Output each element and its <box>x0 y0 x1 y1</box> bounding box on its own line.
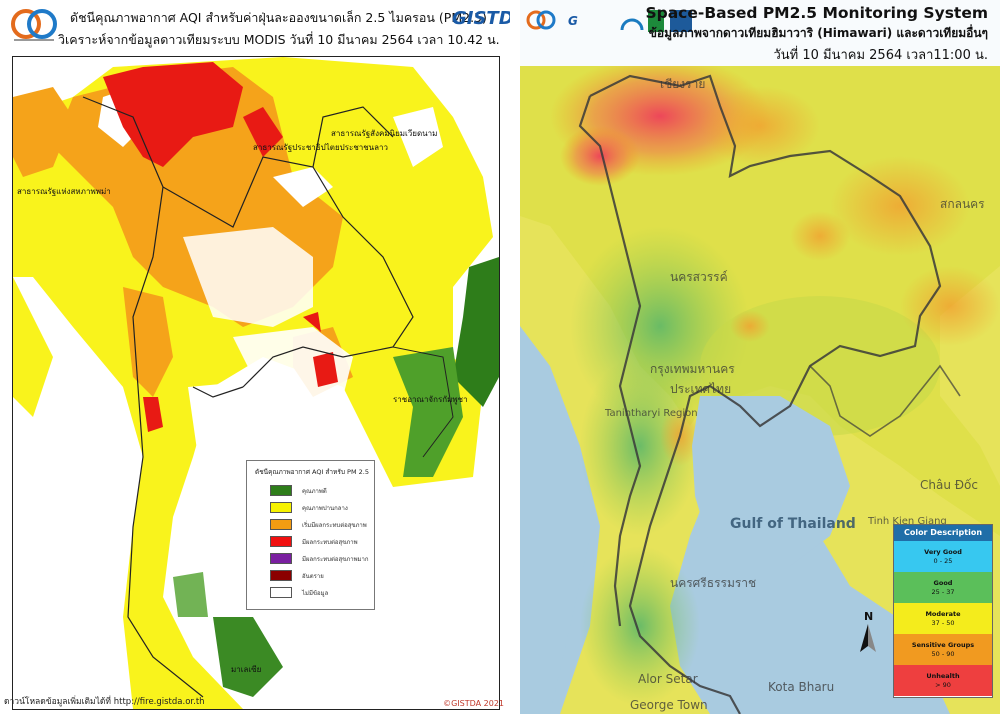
download-link-text: ดาวน์โหลดข้อมูลเพิ่มเติมได้ที่ http://fi… <box>4 697 205 707</box>
partner-logos-icon: G <box>526 10 692 32</box>
map-label-kotabharu: Kota Bharu <box>768 680 835 694</box>
map-label-malaysia: มาเลเซีย <box>231 665 262 674</box>
legend-item: มีผลกระทบต่อสุขภาพ <box>270 536 358 547</box>
legend-range: 50 - 90 <box>931 649 955 658</box>
legend-range: > 90 <box>935 680 951 689</box>
legend-title: ดัชนีคุณภาพอากาศ AQI สำหรับ PM 2.5 <box>255 468 369 476</box>
legend-label: คุณภาพดี <box>302 487 327 495</box>
legend-item: คุณภาพปานกลาง <box>270 502 348 513</box>
legend-item-unhealth: Unhealth > 90 <box>894 665 992 696</box>
legend-range: 0 - 25 <box>933 556 953 565</box>
left-title: ดัชนีคุณภาพอากาศ AQI สำหรับค่าฝุ่นละอองข… <box>70 10 487 25</box>
map-label-bangkok: กรุงเทพมหานคร <box>650 362 735 376</box>
panel-divider <box>510 0 520 714</box>
legend-swatch <box>270 485 292 496</box>
gistda-brand: GISTDA <box>452 8 510 29</box>
svg-text:G: G <box>568 14 578 28</box>
legend-label: Unhealth <box>926 671 960 680</box>
right-title: Space-Based PM2.5 Monitoring System <box>645 4 988 22</box>
map-label-nakhonsawan: นครสวรรค์ <box>670 270 728 284</box>
north-arrow-icon: N <box>860 610 876 652</box>
map-label-sakon: สกลนคร <box>940 197 985 211</box>
modis-map: สาธารณรัฐสังคมนิยมเวียดนาม สาธารณรัฐประช… <box>12 56 500 710</box>
himawari-pm25-map-panel: เชียงราย สกลนคร นครสวรรค์ กรุงเทพมหานคร … <box>520 0 1000 714</box>
map-label-chiangrai: เชียงราย <box>660 77 706 91</box>
legend-label: อันตราย <box>302 572 324 580</box>
legend-title: Color Description <box>894 525 992 541</box>
legend-item: อันตราย <box>270 570 324 581</box>
legend-label: ไม่มีข้อมูล <box>302 589 329 597</box>
legend-swatch <box>270 536 292 547</box>
legend-swatch <box>270 570 292 581</box>
legend-label: Moderate <box>925 609 961 618</box>
right-subtitle: ข้อมูลภาพจากดาวเทียมฮิมาวาริ (Himawari) … <box>648 26 988 40</box>
map-label-laos: สาธารณรัฐประชาธิปไตยประชาชนลาว <box>253 143 389 152</box>
right-header: G Space-Based PM2.5 Monitoring System ข้… <box>520 0 1000 66</box>
left-subtitle: วิเคราะห์จากข้อมูลดาวเทียมระบบ MODIS วัน… <box>58 32 500 47</box>
legend-item: คุณภาพดี <box>270 485 327 496</box>
legend-item-moderate: Moderate 37 - 50 <box>894 603 992 634</box>
modis-aqi-map-panel: ดัชนีคุณภาพอากาศ AQI สำหรับค่าฝุ่นละอองข… <box>4 8 510 710</box>
copyright-text: ©GISTDA 2021 <box>443 699 504 708</box>
legend-label: Good <box>933 578 953 587</box>
legend-swatch <box>270 587 292 598</box>
legend-item: เริ่มมีผลกระทบต่อสุขภาพ <box>270 519 367 530</box>
legend-label: คุณภาพปานกลาง <box>302 504 348 512</box>
legend-item: ไม่มีข้อมูล <box>270 587 328 598</box>
map-label-vietnam: สาธารณรัฐสังคมนิยมเวียดนาม <box>331 129 438 138</box>
legend-item: มีผลกระทบต่อสุขภาพมาก <box>270 553 369 564</box>
legend-label: เริ่มมีผลกระทบต่อสุขภาพ <box>302 521 367 529</box>
map-label-nakhonsi: นครศรีธรรมราช <box>670 576 757 590</box>
aqi-legend: ดัชนีคุณภาพอากาศ AQI สำหรับ PM 2.5 คุณภา… <box>246 460 375 610</box>
legend-label: Very Good <box>924 547 962 556</box>
legend-item-sensitive: Sensitive Groups 50 - 90 <box>894 634 992 665</box>
gistda-logo-icon <box>11 9 57 41</box>
legend-swatch <box>270 519 292 530</box>
right-date: วันที่ 10 มีนาคม 2564 เวลา11:00 น. <box>773 48 988 63</box>
map-label-alorsetar: Alor Setar <box>638 672 698 686</box>
north-label: N <box>864 610 873 623</box>
legend-label: Sensitive Groups <box>911 640 975 649</box>
map-label-cambodia: ราชอาณาจักรกัมพูชา <box>393 395 468 404</box>
legend-swatch <box>270 502 292 513</box>
map-label-chaudoc: Châu Đốc <box>920 478 978 492</box>
himawari-map-graphic <box>520 66 1000 714</box>
color-description-legend: Color Description Very Good 0 - 25 Good 25… <box>893 524 993 698</box>
legend-label: มีผลกระทบต่อสุขภาพ <box>302 538 358 546</box>
legend-swatch <box>270 553 292 564</box>
legend-label: มีผลกระทบต่อสุขภาพมาก <box>302 555 369 563</box>
modis-map-graphic <box>13 57 499 709</box>
map-label-gulf: Gulf of Thailand <box>730 516 856 532</box>
legend-item-good: Good 25 - 37 <box>894 572 992 603</box>
map-label-tanintharyi: Tanintharyi Region <box>605 408 698 419</box>
legend-range: 37 - 50 <box>931 618 955 627</box>
map-label-kiengiang: Tinh Kien Giang <box>868 516 947 527</box>
legend-item-very-good: Very Good 0 - 25 <box>894 541 992 572</box>
map-label-myanmar: สาธารณรัฐแห่งสหภาพพม่า <box>17 187 111 196</box>
map-label-thailand: ประเทศไทย <box>670 382 732 396</box>
map-label-georgetown: George Town <box>630 698 708 712</box>
legend-range: 25 - 37 <box>931 587 955 596</box>
